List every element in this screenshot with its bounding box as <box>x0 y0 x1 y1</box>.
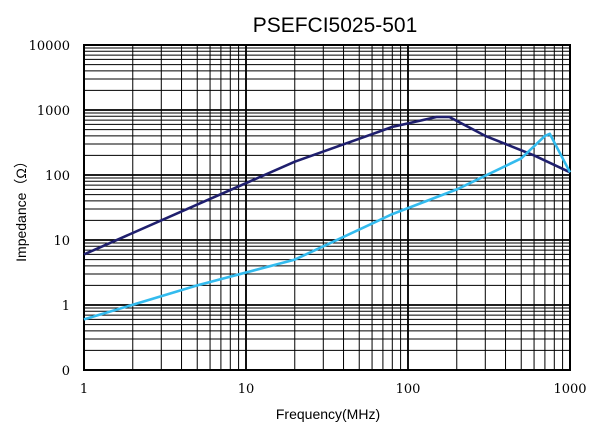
x-axis-label: Frequency(MHz) <box>276 406 380 422</box>
x-tick-label: 1000 <box>553 382 586 397</box>
y-tick-label: 0 <box>62 364 70 379</box>
plot-grid <box>83 44 571 371</box>
y-tick-label: 100 <box>45 169 70 184</box>
series-line-1 <box>83 115 571 256</box>
y-tick-labels: 0 1 10 100 1000 10000 <box>29 39 70 379</box>
y-tick-label: 1 <box>62 299 70 314</box>
y-axis-label: Impedance（Ω） <box>13 154 29 262</box>
x-tick-label: 10 <box>238 382 255 397</box>
x-tick-label: 1 <box>80 382 88 397</box>
chart-title: PSEFCI5025-501 <box>253 14 418 37</box>
x-tick-labels: 1 10 100 1000 <box>80 382 587 397</box>
x-tick-label: 100 <box>396 382 421 397</box>
y-tick-label: 10 <box>53 234 70 249</box>
series-line-2 <box>83 132 572 321</box>
y-tick-label: 10000 <box>29 39 70 54</box>
series-group <box>83 115 572 321</box>
plot-background <box>84 45 570 370</box>
plot-border <box>83 44 571 371</box>
y-tick-label: 1000 <box>37 104 70 119</box>
